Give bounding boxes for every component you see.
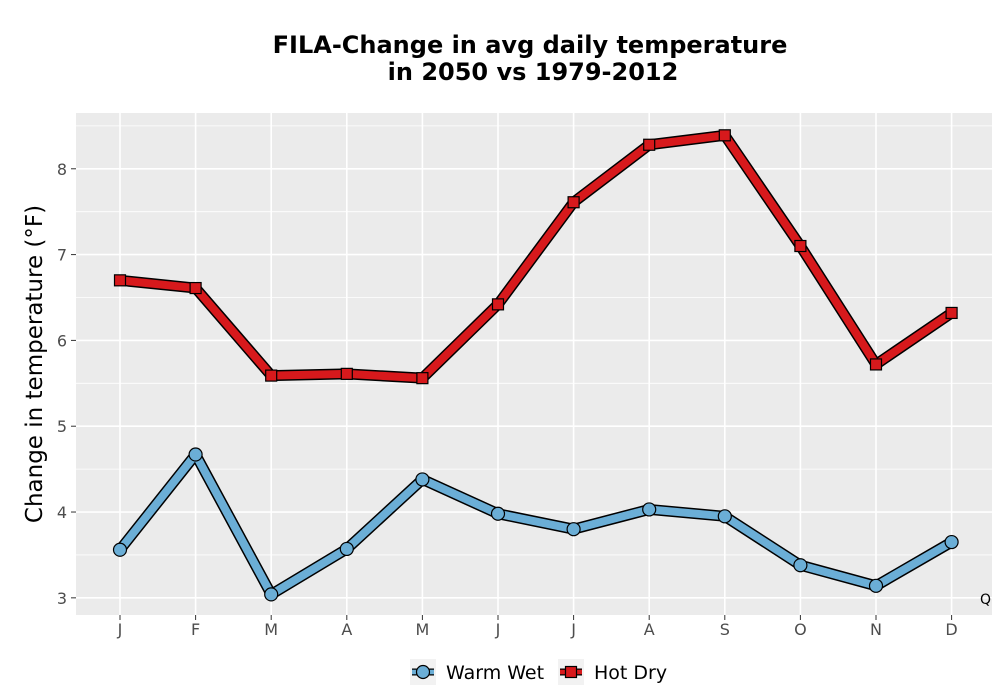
data-point <box>189 281 202 295</box>
data-point <box>188 447 203 462</box>
legend: Warm Wet Hot Dry <box>410 659 667 685</box>
x-tick-label: F <box>191 620 200 639</box>
x-tick-label: J <box>570 620 576 639</box>
data-point <box>566 522 581 537</box>
y-axis: 3 4 5 6 7 8 <box>57 160 76 608</box>
data-point <box>945 306 958 320</box>
y-tick-label: 4 <box>57 503 67 522</box>
legend-label: Warm Wet <box>446 662 544 684</box>
y-tick-label: 5 <box>57 417 67 436</box>
legend-key-marker <box>415 664 431 680</box>
x-tick-label: J <box>495 620 501 639</box>
data-point <box>340 367 353 380</box>
x-tick-label: A <box>341 620 352 639</box>
y-tick-label: 3 <box>57 589 67 608</box>
y-tick-label: 8 <box>57 160 67 179</box>
data-point <box>490 506 506 521</box>
x-tick-label: M <box>264 620 278 639</box>
x-tick-label: S <box>720 620 730 639</box>
x-tick-label: N <box>870 620 882 639</box>
data-point <box>868 578 884 593</box>
y-tick-label: 6 <box>57 331 67 350</box>
data-point <box>793 558 808 573</box>
x-tick-label: D <box>945 620 957 639</box>
x-tick-label: J <box>117 620 123 639</box>
grid-lines <box>76 113 992 615</box>
plot-panel <box>76 113 992 615</box>
series-layer <box>112 129 959 602</box>
data-point <box>642 502 657 517</box>
data-point <box>794 239 807 253</box>
data-point <box>944 534 959 550</box>
data-point <box>112 542 128 557</box>
x-tick-label: M <box>415 620 429 639</box>
legend-item-hot-dry: Hot Dry <box>558 659 667 685</box>
data-point <box>416 372 429 385</box>
y-axis-label: Change in temperature (°F) <box>22 205 48 523</box>
data-point <box>339 541 354 557</box>
legend-item-warm-wet: Warm Wet <box>410 659 544 685</box>
chart-title-line-2: in 2050 vs 1979-2012 <box>388 58 679 86</box>
data-point <box>567 196 580 209</box>
data-point <box>717 509 732 524</box>
corner-label: Q <box>980 592 991 608</box>
series-hot-dry <box>113 129 958 385</box>
series-line <box>116 450 956 599</box>
x-tick-label: O <box>794 620 807 639</box>
chart-title-line-1: FILA-Change in avg daily temperature <box>273 31 788 59</box>
x-tick-label: A <box>644 620 655 639</box>
legend-label: Hot Dry <box>594 662 667 684</box>
data-point <box>113 274 127 287</box>
data-point <box>265 369 278 382</box>
data-point <box>491 298 505 311</box>
data-point <box>264 587 279 602</box>
data-point <box>415 472 430 487</box>
series-line <box>116 131 956 383</box>
data-point <box>718 129 731 142</box>
y-tick-label: 7 <box>57 246 67 265</box>
series-warm-wet <box>112 447 959 602</box>
data-point <box>643 138 656 151</box>
legend-key-marker <box>564 665 578 679</box>
data-point <box>869 358 883 371</box>
